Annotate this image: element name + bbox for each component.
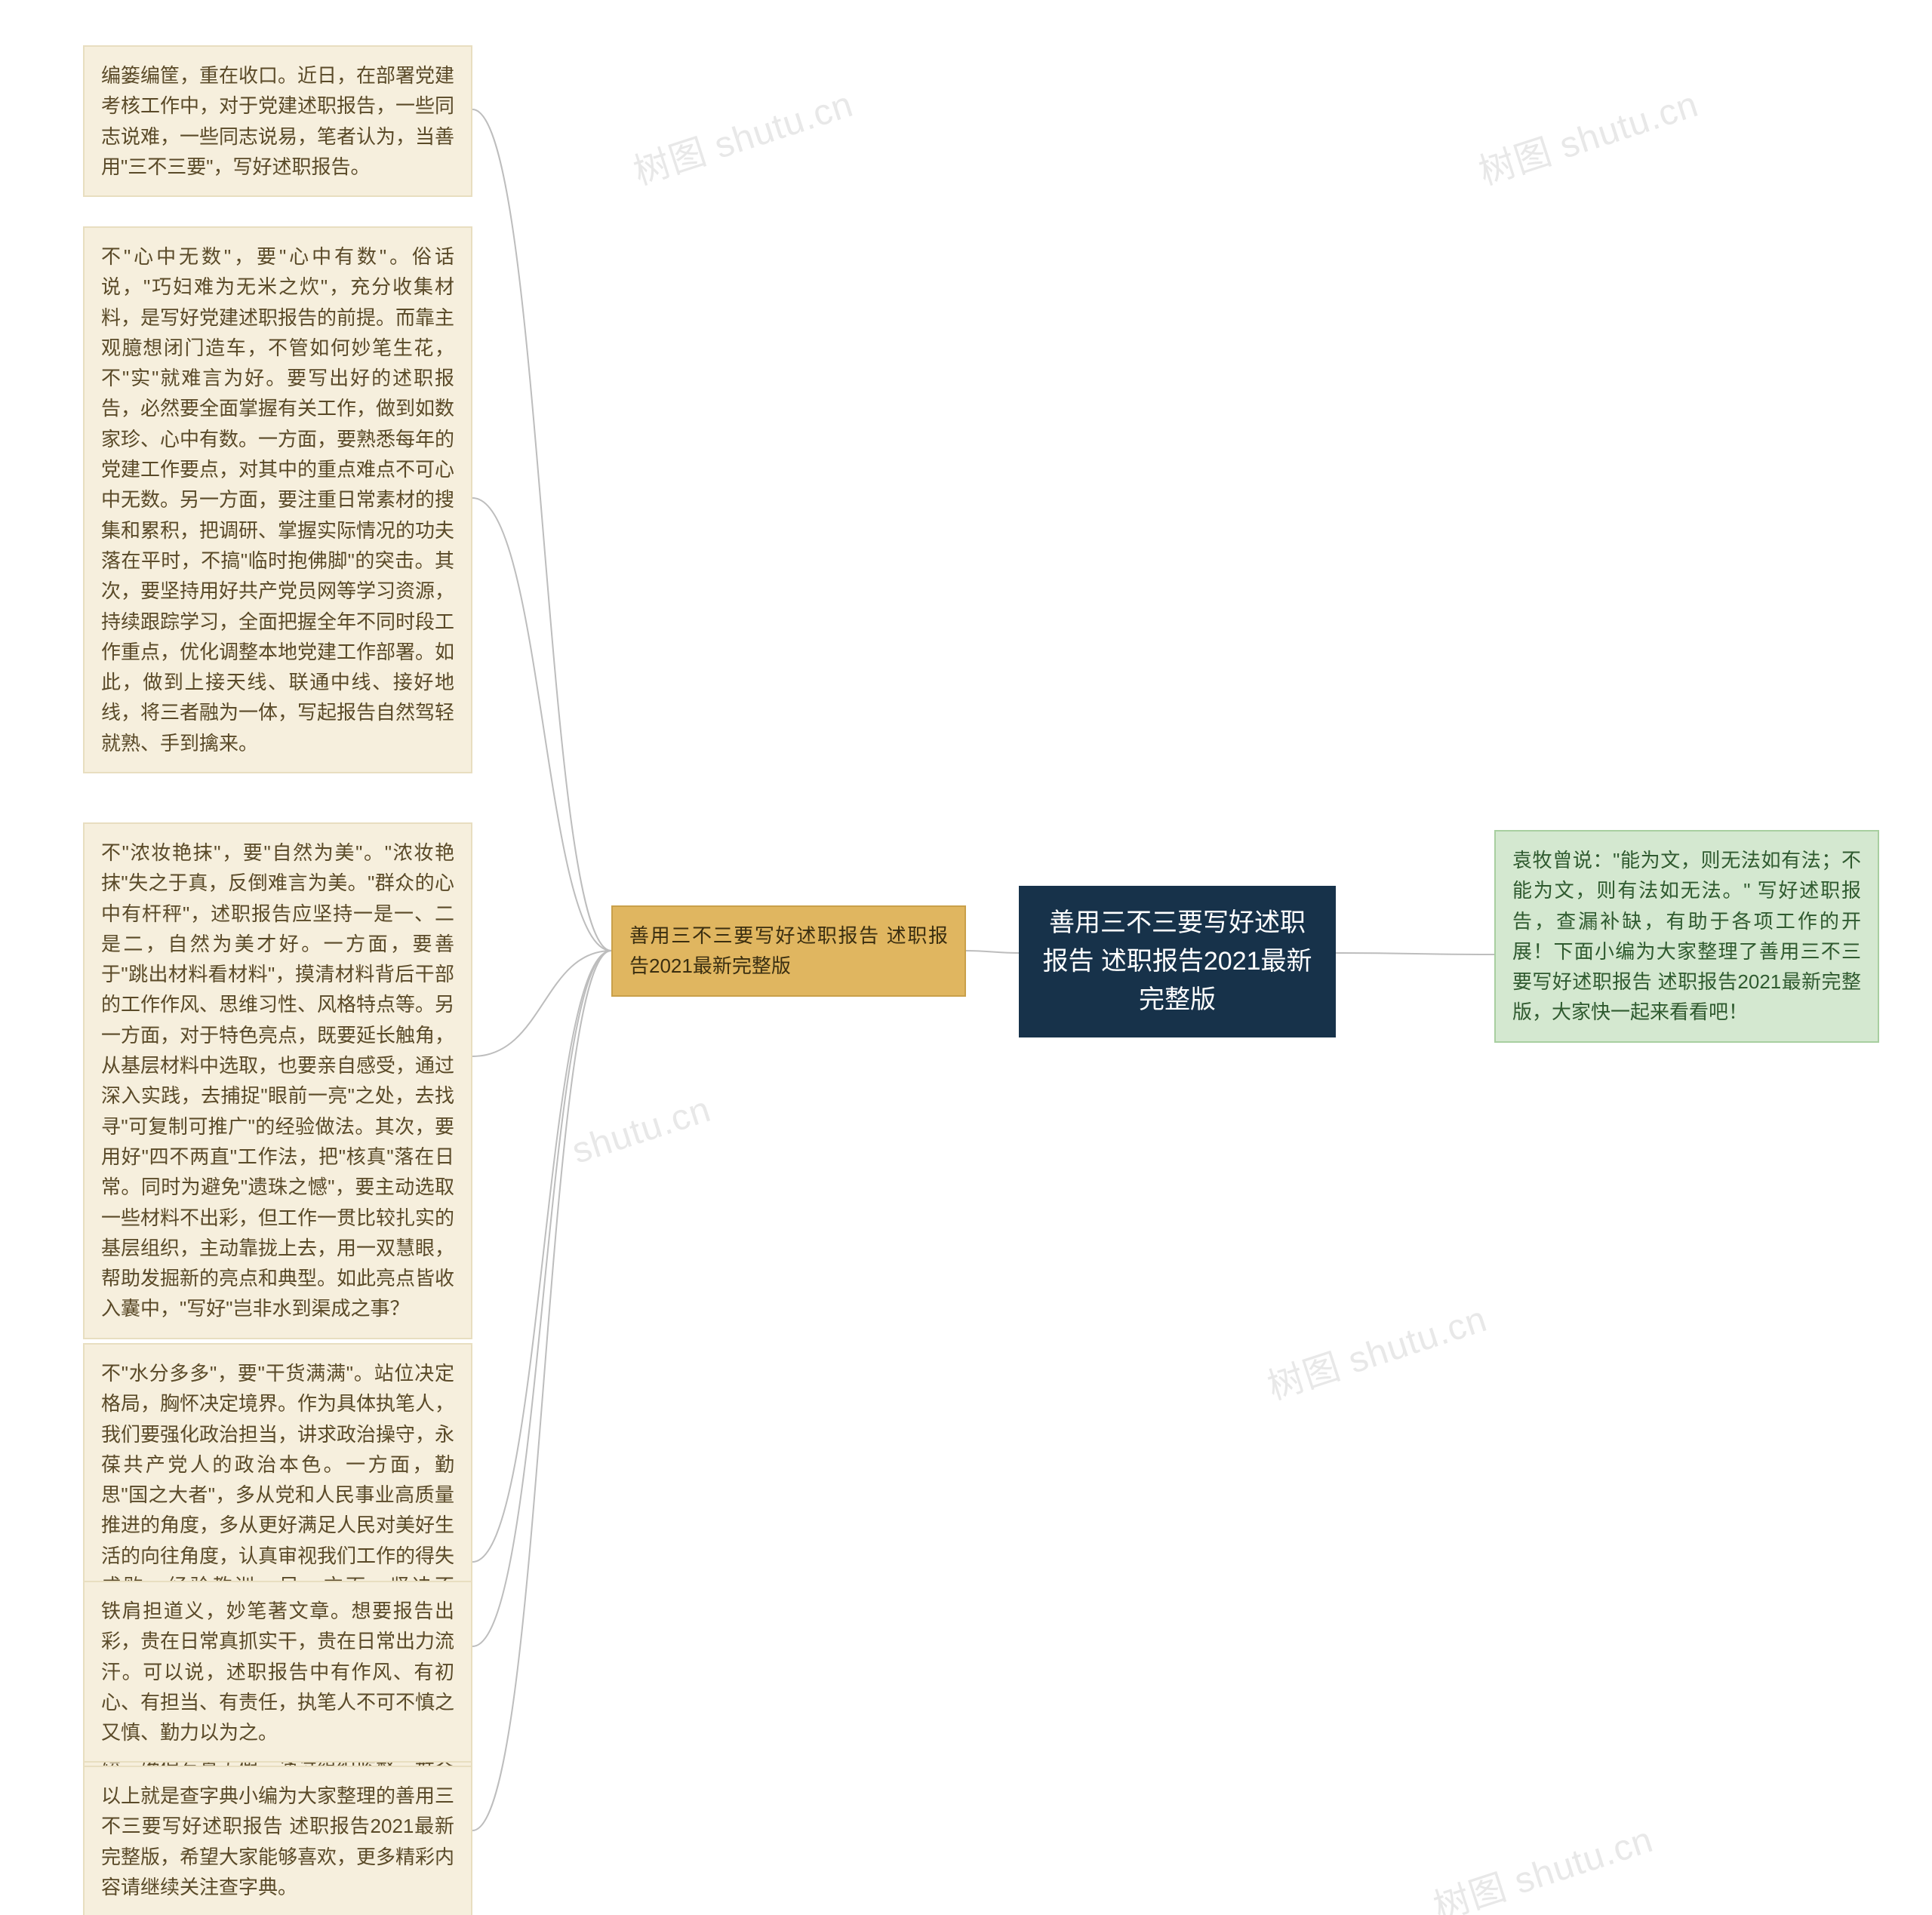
branch-node[interactable]: 善用三不三要写好述职报告 述职报告2021最新完整版 (611, 905, 966, 997)
root-node[interactable]: 善用三不三要写好述职报告 述职报告2021最新完整版 (1019, 886, 1336, 1037)
leaf-node-5[interactable]: 以上就是查字典小编为大家整理的善用三不三要写好述职报告 述职报告2021最新完整… (83, 1766, 472, 1915)
watermark: 树图 shutu.cn (626, 74, 859, 195)
edge-branch-leaf4 (472, 951, 611, 1646)
edge-branch-leaf0 (472, 109, 611, 951)
leaf-node-4[interactable]: 铁肩担道义，妙笔著文章。想要报告出彩，贵在日常真抓实干，贵在日常出力流汗。可以说… (83, 1581, 472, 1763)
watermark: 树图 shutu.cn (1260, 1289, 1493, 1409)
edge-branch-leaf1 (472, 498, 611, 951)
leaf-node-2[interactable]: 不"浓妆艳抹"，要"自然为美"。"浓妆艳抹"失之于真，反倒难言为美。"群众的心中… (83, 822, 472, 1339)
edge-branch-leaf5 (472, 951, 611, 1830)
edge-root-right (1336, 953, 1494, 954)
edge-branch-leaf3 (472, 951, 611, 1562)
leaf-node-0[interactable]: 编篓编筐，重在收口。近日，在部署党建考核工作中，对于党建述职报告，一些同志说难，… (83, 45, 472, 197)
edge-root-branch (966, 951, 1019, 953)
watermark: 树图 shutu.cn (1471, 74, 1704, 195)
watermark: shutu.cn (568, 1089, 716, 1173)
right-intro-node[interactable]: 袁牧曾说："能为文，则无法如有法；不能为文，则有法如无法。" 写好述职报告，查漏… (1494, 830, 1879, 1043)
leaf-node-1[interactable]: 不"心中无数"，要"心中有数"。俗话说，"巧妇难为无米之炊"，充分收集材料，是写… (83, 226, 472, 773)
watermark: 树图 shutu.cn (1426, 1809, 1659, 1915)
edge-branch-leaf2 (472, 951, 611, 1056)
